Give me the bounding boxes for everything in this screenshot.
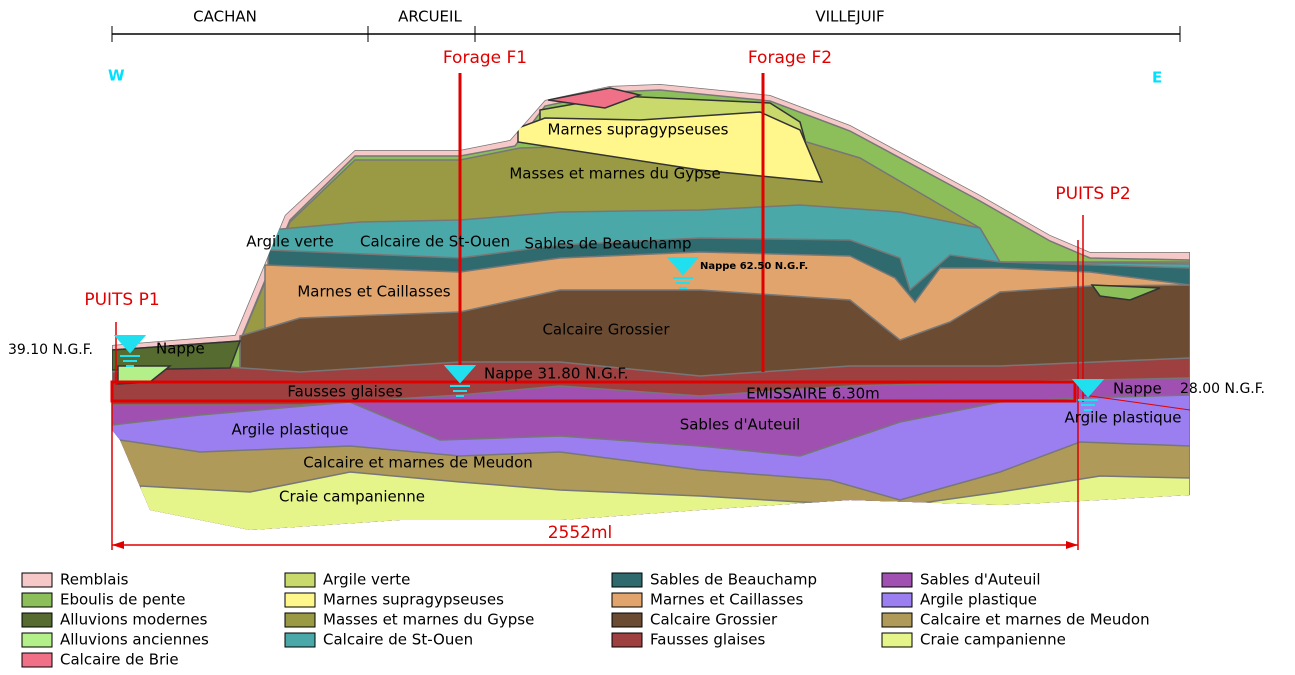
legend-label: Sables d'Auteuil <box>920 571 1041 589</box>
tunnel-label: EMISSAIRE 6.30m <box>746 385 880 403</box>
layer-label: Masses et marnes du Gypse <box>509 165 720 183</box>
legend-swatch <box>612 573 642 587</box>
level: 28.00 N.G.F. <box>1180 381 1265 397</box>
legend-swatch <box>22 653 52 667</box>
legend-swatch <box>882 613 912 627</box>
legend-swatch <box>22 633 52 647</box>
water: Nappe <box>156 340 205 358</box>
legend-swatch <box>285 573 315 587</box>
page: CACHAN ARCUEIL VILLEJUIF W E Forage F1 F… <box>0 0 1295 675</box>
legend-label: Alluvions anciennes <box>60 631 209 649</box>
legend: Remblais Eboulis de pente Alluvions modern… <box>22 571 1150 669</box>
borehole: Forage F2 <box>748 48 832 68</box>
well: PUITS P1 <box>84 290 159 310</box>
legend-label: Eboulis de pente <box>60 591 186 609</box>
legend-label: Argile plastique <box>920 591 1037 609</box>
well: PUITS P2 <box>1055 184 1130 204</box>
legend-swatch <box>612 633 642 647</box>
layer-label: Sables d'Auteuil <box>680 416 801 434</box>
legend-swatch <box>22 593 52 607</box>
layer-label: Marnes et Caillasses <box>297 283 450 301</box>
cross-section: CACHAN ARCUEIL VILLEJUIF W E Forage F1 F… <box>0 0 1295 675</box>
water: Nappe <box>1113 380 1162 398</box>
legend-label: Fausses glaises <box>650 631 765 649</box>
legend-label: Calcaire de St-Ouen <box>323 631 473 649</box>
legend-swatch <box>612 613 642 627</box>
layer-label: Calcaire Grossier <box>542 321 670 339</box>
legend-swatch <box>882 573 912 587</box>
legend-label: Calcaire Grossier <box>650 611 778 629</box>
commune: VILLEJUIF <box>815 8 884 26</box>
legend-swatch <box>285 593 315 607</box>
layer-label: Argile plastique <box>231 421 348 439</box>
strata <box>112 84 1190 600</box>
layer-label: Craie campanienne <box>279 488 425 506</box>
layer-label: Fausses glaises <box>287 383 402 401</box>
layer-label: Argile verte <box>246 233 333 251</box>
west: W <box>108 67 125 85</box>
legend-swatch <box>285 633 315 647</box>
legend-swatch <box>882 593 912 607</box>
layer-label: Marnes supragypseuses <box>548 121 729 139</box>
commune: CACHAN <box>193 8 257 26</box>
legend-swatch <box>22 613 52 627</box>
legend-swatch <box>22 573 52 587</box>
legend-label: Marnes et Caillasses <box>650 591 803 609</box>
legend-label: Masses et marnes du Gypse <box>323 611 534 629</box>
legend-label: Alluvions modernes <box>60 611 208 629</box>
layer-label: Calcaire de St-Ouen <box>360 233 510 251</box>
legend-swatch <box>285 613 315 627</box>
layer-label: Sables de Beauchamp <box>524 235 691 253</box>
legend-label: Sables de Beauchamp <box>650 571 817 589</box>
legend-swatch <box>612 593 642 607</box>
legend-label: Argile verte <box>323 571 410 589</box>
water: Nappe 31.80 N.G.F. <box>484 365 629 383</box>
layer-label: Calcaire et marnes de Meudon <box>303 454 533 472</box>
legend-label: Marnes supragypseuses <box>323 591 504 609</box>
length: 2552ml <box>548 523 613 543</box>
layer-label: Argile plastique <box>1064 409 1181 427</box>
legend-swatch <box>882 633 912 647</box>
legend-label: Calcaire et marnes de Meudon <box>920 611 1150 629</box>
legend-label: Craie campanienne <box>920 631 1066 649</box>
legend-label: Calcaire de Brie <box>60 651 179 669</box>
east: E <box>1152 69 1162 87</box>
legend-label: Remblais <box>60 571 129 589</box>
commune: ARCUEIL <box>398 8 462 26</box>
level: 39.10 N.G.F. <box>8 342 93 358</box>
water: Nappe 62.50 N.G.F. <box>700 261 808 272</box>
borehole: Forage F1 <box>443 48 527 68</box>
